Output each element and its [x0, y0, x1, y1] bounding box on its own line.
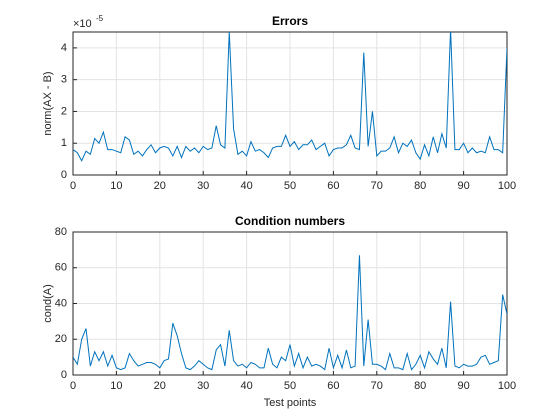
x-tick-label: 80 [414, 380, 426, 392]
y-tick-label: 0 [61, 369, 67, 381]
x-tick-label: 10 [110, 180, 122, 192]
y-tick-label: 60 [55, 262, 67, 274]
exponent: -5 [96, 14, 104, 23]
x-tick-label: 0 [70, 380, 76, 392]
x-tick-label: 50 [284, 380, 296, 392]
x-tick-label: 70 [371, 180, 383, 192]
x-tick-label: 20 [154, 180, 166, 192]
x-tick-label: 50 [284, 180, 296, 192]
x-tick-label: 80 [414, 180, 426, 192]
data-line [73, 32, 507, 162]
x-tick-label: 40 [240, 180, 252, 192]
x-tick-label: 60 [327, 380, 339, 392]
y-tick-label: 20 [55, 333, 67, 345]
x-tick-label: 40 [240, 380, 252, 392]
y-axis-label: cond(A) [42, 284, 54, 323]
y-tick-label: 1 [61, 137, 67, 149]
x-tick-label: 30 [197, 380, 209, 392]
axes-box [72, 231, 508, 376]
x-tick-label: 70 [371, 380, 383, 392]
y-tick-label: 40 [55, 297, 67, 309]
x-axis-label: Test points [264, 397, 317, 409]
x-tick-label: 90 [457, 380, 469, 392]
y-tick-label: 2 [61, 105, 67, 117]
x-tick-label: 20 [154, 380, 166, 392]
x-tick-label: 90 [457, 180, 469, 192]
chart-title: Errors [272, 14, 308, 28]
chart-title: Condition numbers [235, 214, 345, 228]
x-tick-label: 10 [110, 380, 122, 392]
x-tick-label: 0 [70, 180, 76, 192]
exponent-base: ×10 [73, 18, 92, 30]
data-line [73, 255, 507, 371]
x-tick-label: 100 [498, 380, 516, 392]
y-tick-label: 3 [61, 74, 67, 86]
y-tick-label: 4 [61, 42, 67, 54]
y-tick-label: 0 [61, 169, 67, 181]
x-tick-label: 30 [197, 180, 209, 192]
y-tick-label: 80 [55, 226, 67, 238]
axes-box [72, 31, 508, 176]
x-tick-label: 60 [327, 180, 339, 192]
x-tick-label: 100 [498, 180, 516, 192]
y-axis-label: norm(AX - B) [42, 71, 54, 135]
